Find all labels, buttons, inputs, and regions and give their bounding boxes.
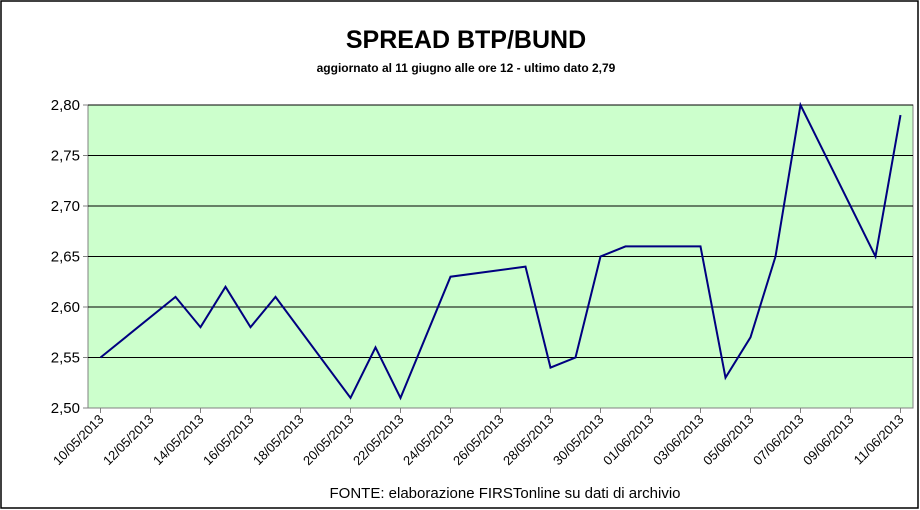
data-line (99, 101, 902, 401)
y-tick-label: 2,70 (51, 198, 80, 215)
y-tick-label: 2,50 (51, 400, 80, 417)
chart-subtitle: aggiornato al 11 giugno alle ore 12 - ul… (317, 61, 616, 75)
y-tick-label: 2,75 (51, 148, 80, 165)
y-tick-label: 2,80 (51, 97, 80, 114)
y-tick-label: 2,60 (51, 299, 80, 316)
chart-title: SPREAD BTP/BUND (346, 26, 586, 54)
source-note: FONTE: elaborazione FIRSTonline su dati … (330, 485, 681, 502)
y-tick-label: 2,55 (51, 350, 80, 367)
y-tick-label: 2,65 (51, 249, 80, 266)
